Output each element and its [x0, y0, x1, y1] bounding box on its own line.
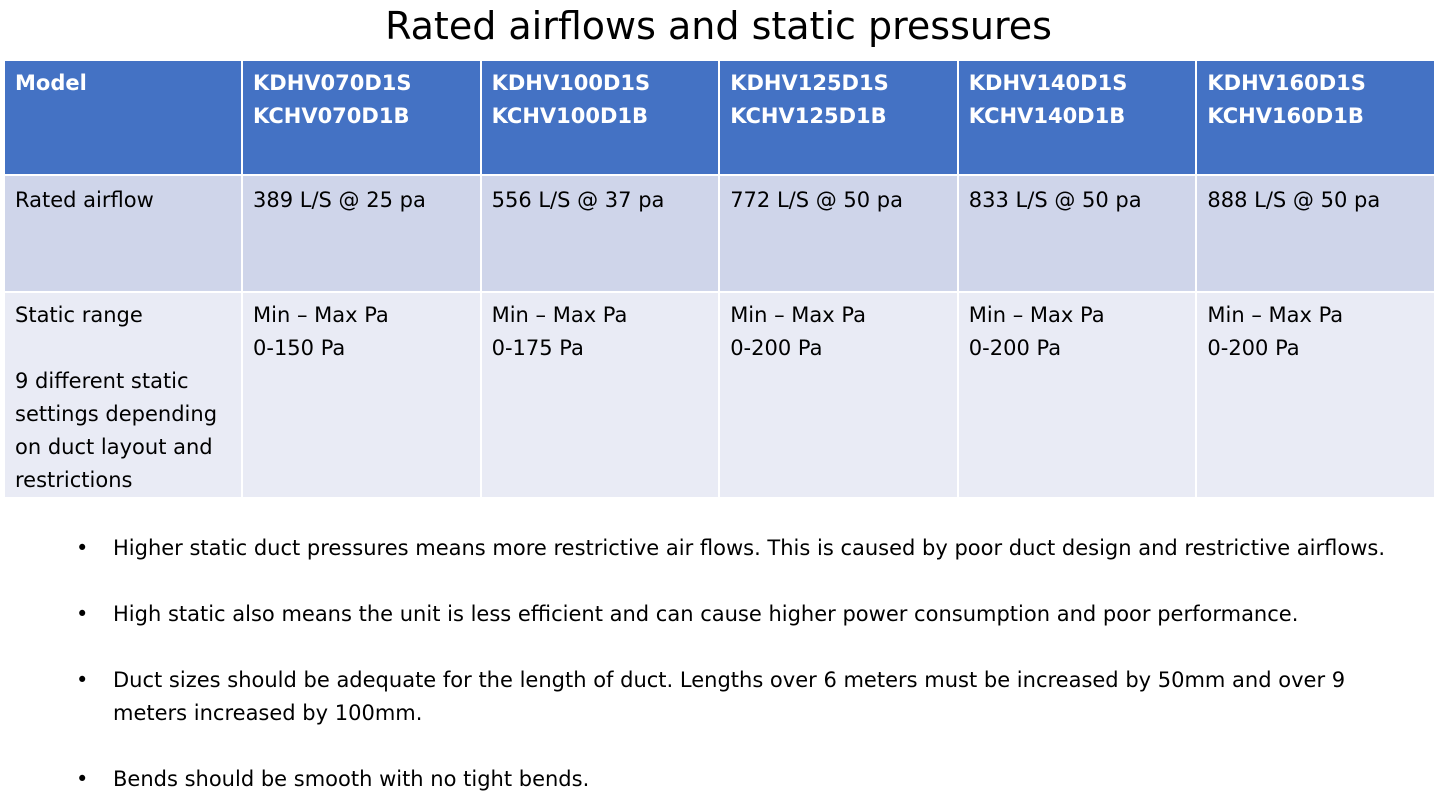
table-cell: Min – Max Pa 0-200 Pa: [718, 291, 959, 499]
table-row-rated-airflow: Rated airflow 389 L/S @ 25 pa 556 L/S @ …: [3, 174, 1436, 293]
table-cell: 556 L/S @ 37 pa: [479, 174, 721, 293]
row-label-rated-airflow: Rated airflow: [3, 174, 243, 293]
list-item-text: High static also means the unit is less …: [113, 602, 1299, 626]
list-item-text: Duct sizes should be adequate for the le…: [113, 668, 1346, 725]
header-cell-model: KDHV100D1S KCHV100D1B: [479, 59, 721, 176]
header-cell-model: KDHV125D1S KCHV125D1B: [718, 59, 959, 176]
page-title: Rated airflows and static pressures: [385, 4, 1052, 48]
bullet-icon: •: [76, 536, 89, 560]
header-cell-label: Model: [3, 59, 243, 176]
table-cell: Min – Max Pa 0-200 Pa: [1195, 291, 1436, 499]
bullet-icon: •: [76, 767, 89, 791]
bullet-icon: •: [76, 602, 89, 626]
header-cell-model: KDHV140D1S KCHV140D1B: [956, 59, 1198, 176]
row-label-static-range: Static range 9 different static settings…: [3, 291, 243, 499]
list-item: • Duct sizes should be adequate for the …: [76, 664, 1416, 730]
table-cell: Min – Max Pa 0-150 Pa: [241, 291, 482, 499]
list-item: • Higher static duct pressures means mor…: [76, 532, 1416, 565]
table-cell: Min – Max Pa 0-200 Pa: [956, 291, 1198, 499]
bullet-icon: •: [76, 668, 89, 692]
table-cell: 833 L/S @ 50 pa: [956, 174, 1198, 293]
header-cell-model: KDHV160D1S KCHV160D1B: [1195, 59, 1436, 176]
list-item-text: Higher static duct pressures means more …: [113, 536, 1386, 560]
table-row-static-range: Static range 9 different static settings…: [3, 291, 1436, 499]
table-cell: Min – Max Pa 0-175 Pa: [479, 291, 721, 499]
table-header-row: Model KDHV070D1S KCHV070D1B KDHV100D1S K…: [3, 59, 1436, 176]
list-item: • Bends should be smooth with no tight b…: [76, 763, 1416, 796]
table-cell: 389 L/S @ 25 pa: [241, 174, 482, 293]
spec-table: Model KDHV070D1S KCHV070D1B KDHV100D1S K…: [3, 59, 1436, 499]
table-cell: 772 L/S @ 50 pa: [718, 174, 959, 293]
table-cell: 888 L/S @ 50 pa: [1195, 174, 1436, 293]
header-cell-model: KDHV070D1S KCHV070D1B: [241, 59, 482, 176]
list-item-text: Bends should be smooth with no tight ben…: [113, 767, 590, 791]
list-item: • High static also means the unit is les…: [76, 598, 1416, 631]
